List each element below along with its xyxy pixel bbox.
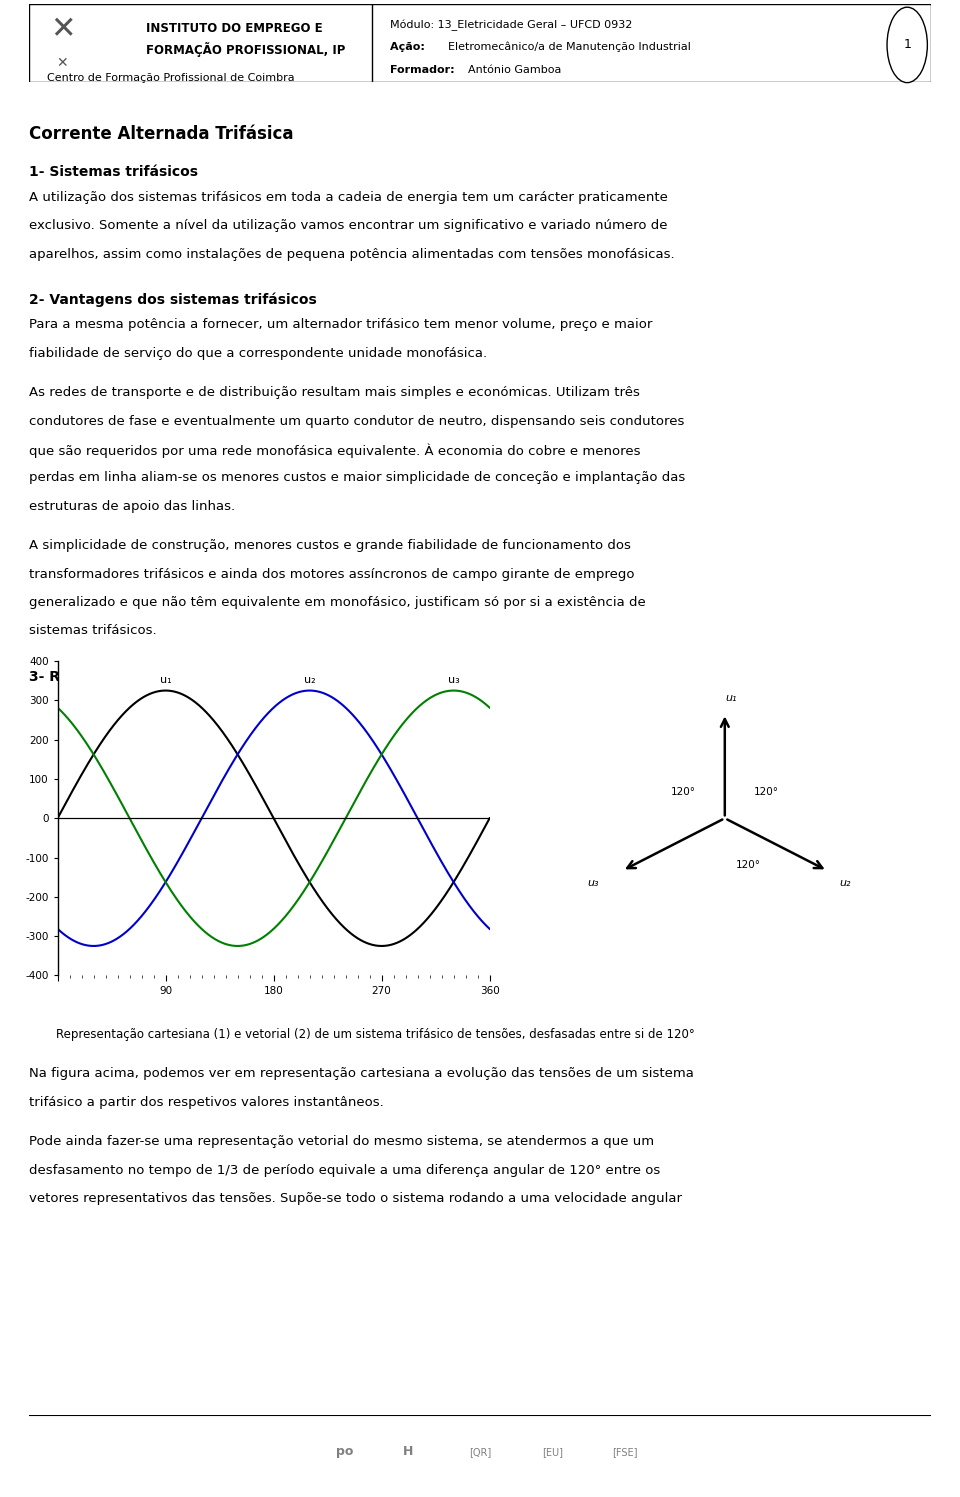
Text: [QR]: [QR]	[468, 1446, 492, 1457]
Text: Ação:: Ação:	[390, 42, 428, 52]
Text: condutores de fase e eventualmente um quarto condutor de neutro, dispensando sei: condutores de fase e eventualmente um qu…	[29, 415, 684, 428]
Text: 120°: 120°	[754, 787, 779, 796]
Text: u₃: u₃	[587, 879, 598, 888]
Text: u₁: u₁	[159, 675, 172, 684]
Text: estruturas de apoio das linhas.: estruturas de apoio das linhas.	[29, 500, 235, 513]
Text: 1- Sistemas trifásicos: 1- Sistemas trifásicos	[29, 165, 198, 180]
Text: u₁: u₁	[725, 693, 736, 702]
Text: 1: 1	[903, 39, 911, 51]
FancyBboxPatch shape	[29, 4, 931, 82]
Text: Módulo: 13_Eletricidade Geral – UFCD 0932: Módulo: 13_Eletricidade Geral – UFCD 093…	[390, 19, 632, 31]
Text: Eletromecânico/a de Manutenção Industrial: Eletromecânico/a de Manutenção Industria…	[448, 42, 691, 52]
Text: Centro de Formação Profissional de Coimbra: Centro de Formação Profissional de Coimb…	[47, 73, 295, 82]
Text: Pode ainda fazer-se uma representação vetorial do mesmo sistema, se atendermos a: Pode ainda fazer-se uma representação ve…	[29, 1135, 654, 1148]
Text: 120°: 120°	[671, 787, 696, 796]
Text: 120°: 120°	[736, 861, 761, 870]
Text: que são requeridos por uma rede monofásica equivalente. À economia do cobre e me: que são requeridos por uma rede monofási…	[29, 443, 640, 458]
Text: [FSE]: [FSE]	[612, 1446, 637, 1457]
Text: u₃: u₃	[447, 675, 460, 684]
Text: generalizado e que não têm equivalente em monofásico, justificam só por si a exi: generalizado e que não têm equivalente e…	[29, 596, 645, 609]
Text: vetores representativos das tensões. Supõe-se todo o sistema rodando a uma veloc: vetores representativos das tensões. Sup…	[29, 1192, 682, 1205]
Text: 2- Vantagens dos sistemas trifásicos: 2- Vantagens dos sistemas trifásicos	[29, 293, 317, 307]
Text: A simplicidade de construção, menores custos e grande fiabilidade de funcionamen: A simplicidade de construção, menores cu…	[29, 539, 631, 552]
Text: Representação cartesiana (1) e vetorial (2) de um sistema trifásico de tensões, : Representação cartesiana (1) e vetorial …	[56, 1028, 695, 1040]
Text: ✕: ✕	[50, 15, 75, 43]
Text: As redes de transporte e de distribuição resultam mais simples e económicas. Uti: As redes de transporte e de distribuição…	[29, 386, 639, 400]
Text: 3- Representação cartesiana e vetorial: 3- Representação cartesiana e vetorial	[29, 669, 334, 684]
Circle shape	[887, 7, 927, 82]
Text: trifásico a partir dos respetivos valores instantâneos.: trifásico a partir dos respetivos valore…	[29, 1096, 384, 1109]
Text: Formador:: Formador:	[390, 66, 458, 75]
Text: Para a mesma potência a fornecer, um alternador trifásico tem menor volume, preç: Para a mesma potência a fornecer, um alt…	[29, 319, 652, 331]
Text: u₂: u₂	[839, 879, 851, 888]
Text: H: H	[402, 1445, 413, 1458]
Text: fiabilidade de serviço do que a correspondente unidade monofásica.: fiabilidade de serviço do que a correspo…	[29, 347, 487, 359]
Text: exclusivo. Somente a nível da utilização vamos encontrar um significativo e vari: exclusivo. Somente a nível da utilização…	[29, 219, 667, 232]
Text: transformadores trifásicos e ainda dos motores assíncronos de campo girante de e: transformadores trifásicos e ainda dos m…	[29, 567, 635, 581]
Text: aparelhos, assim como instalações de pequena potência alimentadas com tensões mo: aparelhos, assim como instalações de peq…	[29, 247, 675, 260]
Text: ✕: ✕	[57, 55, 68, 70]
Text: u₂: u₂	[303, 675, 316, 684]
Text: Corrente Alternada Trifásica: Corrente Alternada Trifásica	[29, 126, 294, 144]
Text: António Gamboa: António Gamboa	[468, 66, 562, 75]
Text: INSTITUTO DO EMPREGO E: INSTITUTO DO EMPREGO E	[146, 21, 323, 34]
Text: sistemas trifásicos.: sistemas trifásicos.	[29, 624, 156, 638]
Text: desfasamento no tempo de 1/3 de período equivale a uma diferença angular de 120°: desfasamento no tempo de 1/3 de período …	[29, 1163, 660, 1177]
Text: [EU]: [EU]	[541, 1446, 563, 1457]
Text: A utilização dos sistemas trifásicos em toda a cadeia de energia tem um carácter: A utilização dos sistemas trifásicos em …	[29, 190, 667, 204]
Text: Na figura acima, podemos ver em representação cartesiana a evolução das tensões : Na figura acima, podemos ver em represen…	[29, 1067, 694, 1081]
Text: FORMAÇÃO PROFISSIONAL, IP: FORMAÇÃO PROFISSIONAL, IP	[146, 42, 346, 57]
Text: po: po	[336, 1445, 353, 1458]
Text: perdas em linha aliam-se os menores custos e maior simplicidade de conceção e im: perdas em linha aliam-se os menores cust…	[29, 472, 685, 485]
